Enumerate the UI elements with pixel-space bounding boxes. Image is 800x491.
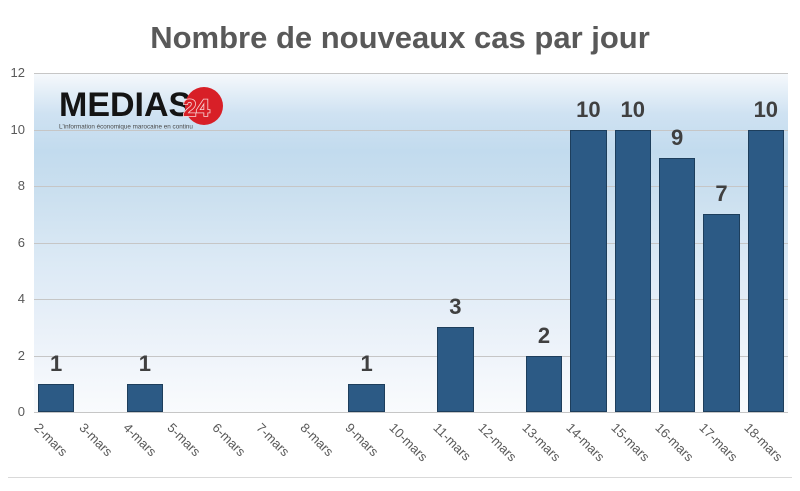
svg-text:MEDIAS: MEDIAS	[59, 86, 191, 124]
svg-text:24: 24	[183, 95, 210, 122]
